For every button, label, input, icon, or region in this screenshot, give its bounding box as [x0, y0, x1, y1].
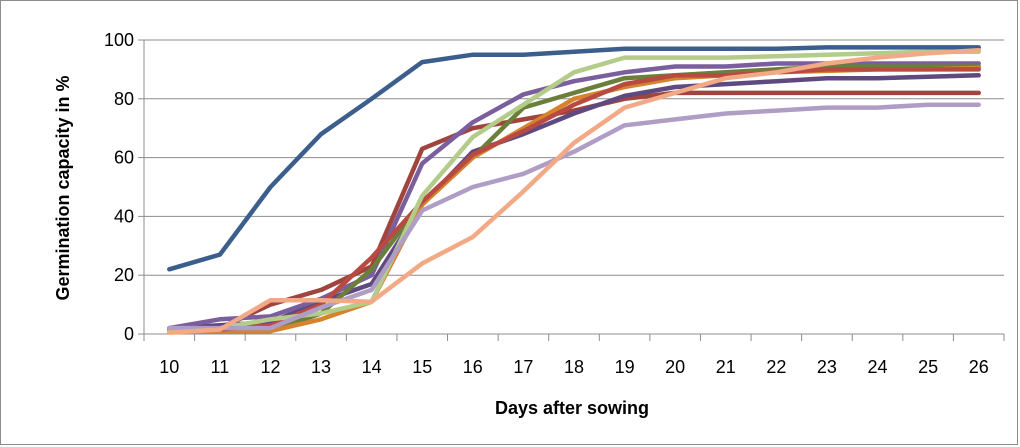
tick-labels: 0 20 40 60 80 100 10 11 12 13 14 15 16 17 18 19 20 21 22 23… — [104, 30, 989, 377]
series-line-5 — [167, 64, 981, 334]
x-axis-title: Days after sowing — [495, 398, 649, 418]
x-tick-label: 20 — [665, 357, 685, 377]
series-line-10 — [167, 48, 981, 335]
series-line-7 — [167, 67, 981, 334]
x-tick-label: 10 — [159, 357, 179, 377]
series-lines — [167, 45, 981, 335]
x-tick-label: 24 — [868, 357, 888, 377]
series-line-9 — [167, 102, 981, 331]
x-tick-label: 21 — [716, 357, 736, 377]
x-tick-label: 22 — [766, 357, 786, 377]
series-line-3 — [167, 73, 981, 331]
x-tick-label: 14 — [362, 357, 382, 377]
x-tick-label: 25 — [918, 357, 938, 377]
x-tick-label: 23 — [817, 357, 837, 377]
gridlines — [144, 39, 1004, 276]
x-tick-label: 13 — [311, 357, 331, 377]
x-tick-label: 12 — [260, 357, 280, 377]
series-line-2 — [167, 90, 981, 332]
y-tick-label: 80 — [114, 89, 134, 109]
x-tick-label: 19 — [615, 357, 635, 377]
y-tick-label: 0 — [124, 324, 134, 344]
y-tick-label: 60 — [114, 148, 134, 168]
y-tick-label: 100 — [104, 30, 134, 50]
x-tick-label: 18 — [564, 357, 584, 377]
x-tick-label: 11 — [211, 357, 230, 377]
x-tick-label: 16 — [463, 357, 483, 377]
series-line-1 — [167, 45, 981, 272]
y-tick-label: 40 — [114, 206, 134, 226]
y-axis-title: Germination capacity in % — [53, 75, 73, 300]
x-tick-label: 17 — [513, 357, 533, 377]
x-tick-label: 26 — [969, 357, 989, 377]
axes — [138, 39, 1005, 341]
x-tick-label: 15 — [412, 357, 432, 377]
y-tick-label: 20 — [114, 265, 134, 285]
